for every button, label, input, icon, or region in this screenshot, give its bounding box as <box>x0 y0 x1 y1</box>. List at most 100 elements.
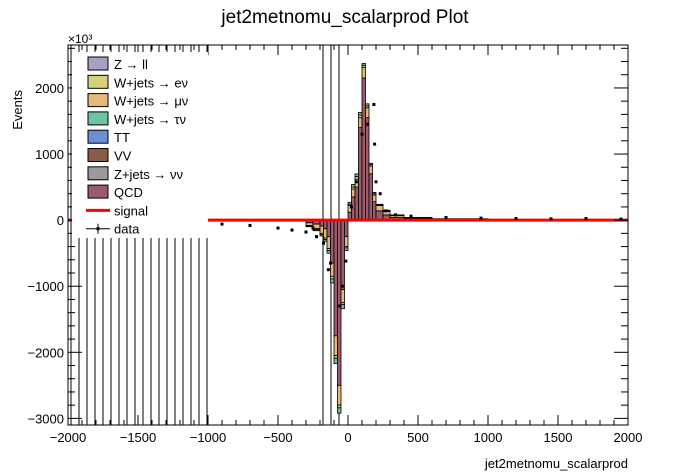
legend-swatch <box>87 56 109 71</box>
data-point <box>394 213 398 217</box>
qcd-bar <box>344 219 349 238</box>
wmunu-bar <box>333 335 338 357</box>
x-axis-label: jet2metnomu_scalarprod <box>484 456 628 471</box>
data-point <box>384 209 388 213</box>
data-point <box>584 216 588 220</box>
legend-label: W+jets → μν <box>114 94 188 109</box>
data-point <box>344 259 348 263</box>
x-tick-label: −1500 <box>120 430 157 445</box>
wmunu-bar <box>358 117 363 129</box>
data-series <box>220 102 623 308</box>
data-point <box>354 180 358 184</box>
qcd-bar <box>354 186 359 221</box>
wtaunu-bar <box>330 278 335 284</box>
wtaunu-bar <box>337 407 342 414</box>
y-tick-label: 2000 <box>35 81 64 96</box>
y-tick-label: −2000 <box>27 345 64 360</box>
legend-label: W+jets → eν <box>114 75 188 90</box>
legend-label: data <box>114 222 140 237</box>
wmunu-bar <box>340 289 345 304</box>
wtaunu-bar <box>312 229 321 232</box>
data-point <box>360 132 364 136</box>
legend-swatch <box>87 93 109 108</box>
legend-label: Z → ll <box>114 57 148 72</box>
wmunu-bar <box>326 236 331 249</box>
wmunu-bar <box>368 165 373 175</box>
wtaunu-bar <box>375 203 384 206</box>
x-tick-label: −500 <box>263 430 292 445</box>
y-axis-label: Events <box>10 90 25 130</box>
data-point <box>220 222 224 226</box>
wmunu-bar <box>323 228 328 239</box>
data-point <box>276 226 280 230</box>
data-point <box>374 180 378 184</box>
wtaunu-bar <box>347 201 352 205</box>
data-point <box>619 217 623 221</box>
qcd-bar <box>337 219 342 386</box>
qcd-bar <box>365 117 370 221</box>
x-tick-label: 0 <box>344 430 351 445</box>
x-tick-label: 2000 <box>614 430 643 445</box>
legend-label: W+jets → τν <box>114 112 186 127</box>
qcd-bar <box>333 219 338 337</box>
data-point <box>329 261 332 265</box>
legend: Z → ll W+jets → eν W+jets → μν W+jets → τν T… <box>72 52 208 238</box>
data-point <box>311 226 315 230</box>
wtaunu-bar <box>403 217 433 219</box>
data-point <box>479 216 483 220</box>
legend-marker-point <box>96 227 100 231</box>
data-point <box>350 205 353 209</box>
qcd-bar <box>358 127 363 221</box>
legend-label: signal <box>114 203 148 218</box>
qcd-bar <box>361 77 366 221</box>
wtaunu-bar <box>333 357 338 364</box>
data-point <box>409 214 413 218</box>
legend-swatch <box>87 184 109 199</box>
y-tick-label: 1000 <box>35 147 64 162</box>
data-point <box>514 216 518 220</box>
y-tick-label: −1000 <box>27 279 64 294</box>
wtaunu-bar <box>358 112 363 116</box>
x-tick-label: 1500 <box>544 430 573 445</box>
qcd-bar <box>330 219 335 264</box>
x-tick-label: 500 <box>407 430 429 445</box>
data-point <box>326 268 330 272</box>
legend-swatch <box>87 166 109 181</box>
wmunu-bar <box>319 225 324 234</box>
wmunu-bar <box>372 194 377 203</box>
wtaunu-bar <box>365 103 370 107</box>
qcd-bar <box>368 173 373 221</box>
x-tick-label: 1000 <box>474 430 503 445</box>
wmunu-bar <box>330 262 335 277</box>
legend-swatch <box>87 129 109 144</box>
wmunu-bar <box>351 188 356 198</box>
qcd-bar <box>340 219 345 290</box>
legend-label: QCD <box>114 185 143 200</box>
legend-label: Z+jets → νν <box>114 167 183 182</box>
qcd-bar <box>326 219 331 238</box>
x-tick-label: −1000 <box>190 430 227 445</box>
data-point <box>549 217 553 221</box>
y-tick-label: −3000 <box>27 411 64 426</box>
wmunu-bar <box>361 67 366 79</box>
wtaunu-bar <box>372 191 377 195</box>
wmunu-bar <box>365 107 370 119</box>
wtaunu-bar <box>326 250 331 254</box>
qcd-bar <box>351 196 356 221</box>
data-point <box>304 230 308 234</box>
wmunu-bar <box>344 236 349 247</box>
legend-swatch <box>87 148 109 162</box>
data-point <box>322 241 325 245</box>
wtaunu-bar <box>319 234 324 237</box>
wtaunu-bar <box>361 63 366 66</box>
x-axis: −2000 −1500 −1000 −500 0 500 1000 1500 2000 <box>50 45 643 445</box>
chart-title: jet2metnomu_scalarprod Plot <box>220 7 469 28</box>
legend-swatch <box>87 74 109 89</box>
wmunu-bar <box>375 205 384 212</box>
data-point <box>340 284 344 288</box>
wtaunu-bar <box>368 162 373 166</box>
x-tick-label: −2000 <box>50 430 87 445</box>
data-point <box>444 215 448 219</box>
legend-label: TT <box>114 130 130 145</box>
data-point <box>248 223 252 227</box>
